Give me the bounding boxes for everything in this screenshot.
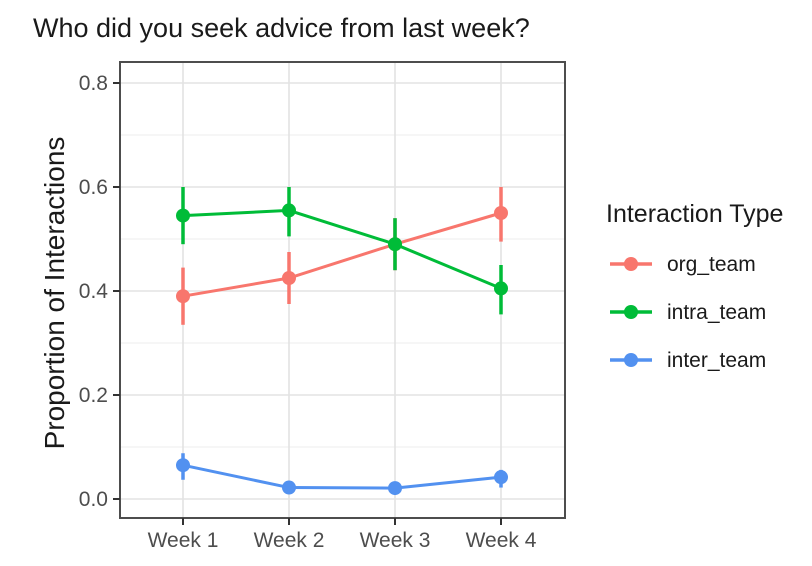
chart-title: Who did you seek advice from last week? — [33, 13, 530, 43]
data-point — [494, 206, 508, 220]
legend-item-label: org_team — [667, 253, 756, 276]
data-point — [494, 470, 508, 485]
y-tick-label: 0.4 — [79, 280, 109, 303]
series-line — [182, 463, 502, 490]
axis-layer: 0.0 0.2 0.4 0.6 0.8 Week 1 Week 2 Week 3 Week 4 — [79, 72, 537, 552]
legend-items: org_team intra_team inter_team — [610, 253, 766, 372]
series-layer — [176, 187, 508, 496]
legend-item-org_team: org_team — [610, 253, 756, 276]
y-axis-title: Proportion of Interactions — [39, 137, 70, 450]
x-tick-label: Week 3 — [360, 529, 431, 552]
x-tick-label: Week 4 — [466, 529, 537, 552]
data-point — [176, 289, 190, 304]
legend-item-label: inter_team — [667, 349, 766, 372]
data-point — [388, 237, 402, 252]
y-tick-label: 0.2 — [79, 384, 108, 407]
y-tick-label: 0.6 — [79, 176, 108, 199]
data-point — [282, 480, 296, 495]
series-line — [182, 208, 502, 290]
legend-title: Interaction Type — [606, 200, 783, 228]
series-org_team — [176, 187, 508, 325]
legend: Interaction Type org_team intra_teaminter… — [606, 200, 783, 372]
legend-key-point — [624, 257, 638, 271]
legend-item-inter_team: inter_team — [610, 349, 766, 372]
series-line — [182, 211, 502, 298]
y-tick-label: 0.0 — [79, 488, 108, 511]
data-point — [494, 281, 508, 296]
data-point — [388, 481, 402, 496]
x-tick-label: Week 1 — [148, 529, 219, 552]
legend-item-label: intra_team — [667, 301, 766, 324]
legend-key-point — [624, 353, 638, 367]
legend-key-point — [624, 305, 638, 319]
series-intra_team — [176, 187, 508, 315]
x-tick-label: Week 2 — [254, 529, 325, 552]
legend-item-intra_team: intra_team — [610, 301, 766, 324]
data-point — [176, 458, 190, 473]
data-point — [282, 271, 296, 285]
data-point — [282, 203, 296, 218]
data-point — [176, 208, 190, 223]
series-inter_team — [176, 453, 508, 496]
y-tick-label: 0.8 — [79, 72, 108, 95]
